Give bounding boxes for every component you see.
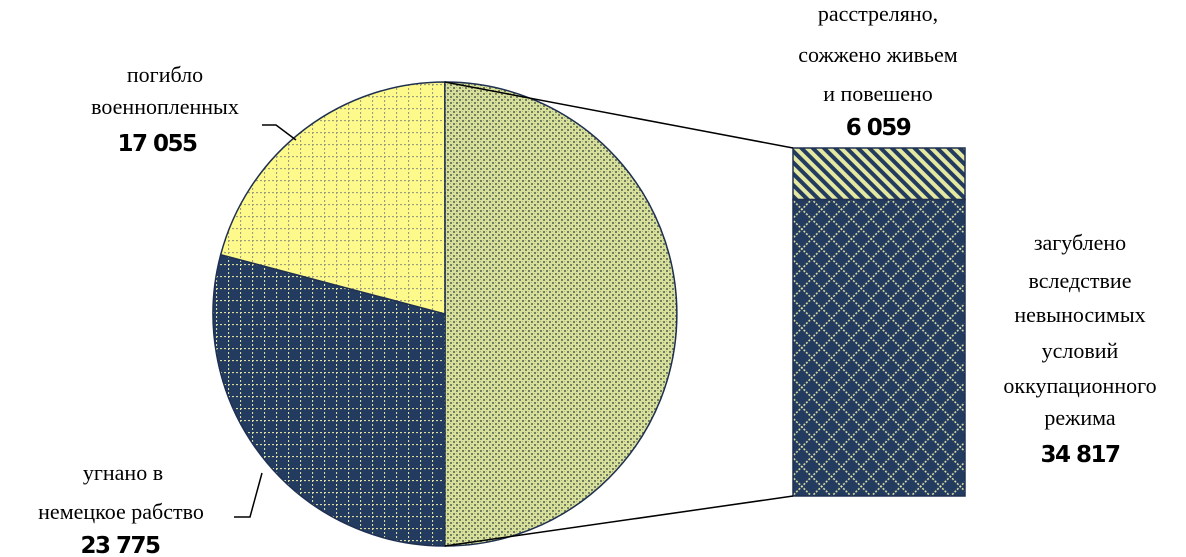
leader-line <box>262 124 297 141</box>
bar-segment-0 <box>792 147 966 201</box>
slice-label-line: военнопленных <box>91 94 239 119</box>
slice-label-line: погибло <box>127 62 203 87</box>
bar-label-line: загублено <box>1034 230 1126 255</box>
slice-label-line: угнано в <box>83 460 163 485</box>
bar-segment-1 <box>792 198 966 497</box>
slice-value-label: 23 775 <box>80 533 160 557</box>
connector-line-bottom <box>444 495 794 547</box>
connector-line-top <box>444 81 794 149</box>
bar-label-line: невыносимых <box>1014 302 1145 327</box>
bar-label-line: вследствие <box>1029 268 1132 293</box>
bar-value-label: 6 059 <box>846 115 911 141</box>
leader-line <box>234 472 263 518</box>
pie-slice-1 <box>212 253 446 547</box>
bar-label-line: и повешено <box>823 81 933 106</box>
pie-slice-0 <box>444 81 678 547</box>
pie-slice-2 <box>219 81 446 315</box>
bar-label-line: условий <box>1042 338 1119 363</box>
slice-label-line: немецкое рабство <box>38 499 204 524</box>
slice-value-label: 17 055 <box>117 131 197 157</box>
bar-label-line: режима <box>1044 405 1116 430</box>
bar-label-line: оккупационного <box>1003 373 1156 398</box>
bar-label-line: расстреляно, <box>818 1 938 26</box>
bar-label-line: сожжено живьем <box>798 42 958 67</box>
bar-value-label: 34 817 <box>1040 442 1120 468</box>
